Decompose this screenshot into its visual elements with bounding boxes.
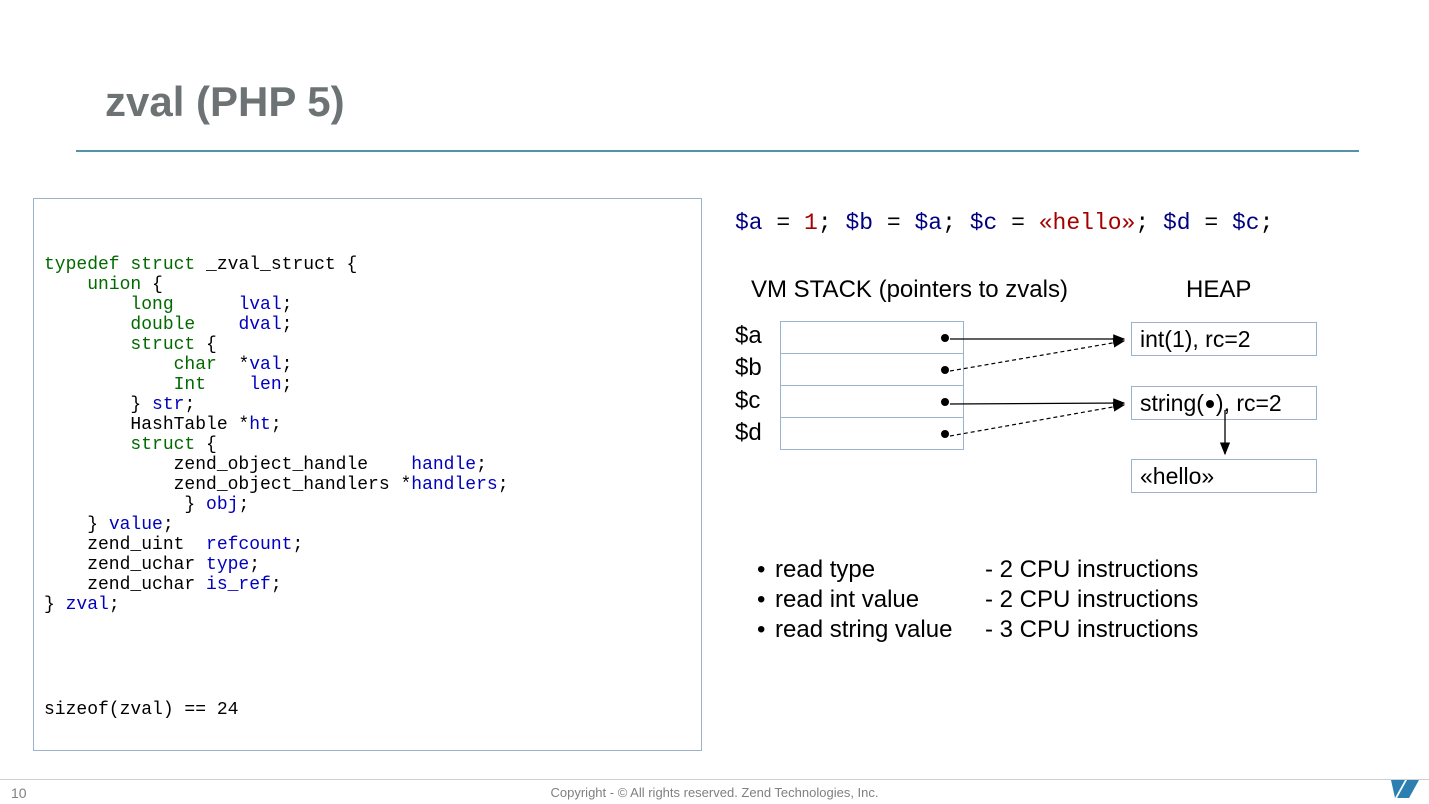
heap-int-box: int(1), rc=2 xyxy=(1131,322,1317,356)
var-label-c: $c xyxy=(735,387,760,415)
list-item: •read type- 2 CPU instructions xyxy=(757,556,1198,584)
footer-divider xyxy=(0,779,1429,780)
php-assignment-line: $a = 1; $b = $a; $c = «hello»; $d = $c; xyxy=(735,210,1273,236)
pointer-dot xyxy=(941,430,949,438)
stack-title: VM STACK (pointers to zvals) xyxy=(751,276,1068,304)
zend-logo xyxy=(1391,780,1419,798)
heap-title: HEAP xyxy=(1186,276,1251,304)
code-content: typedef struct _zval_struct { union { lo… xyxy=(44,255,691,615)
var-label-d: $d xyxy=(735,419,762,447)
heap-string-box: string( ), rc=2 xyxy=(1131,386,1317,420)
cpu-cost-list: •read type- 2 CPU instructions•read int … xyxy=(757,556,1198,646)
heap-string-pointer-dot xyxy=(1206,400,1214,408)
title-underline xyxy=(76,150,1359,152)
var-label-b: $b xyxy=(735,354,762,382)
heap-string-suffix: ), rc=2 xyxy=(1216,390,1282,417)
code-struct-box: typedef struct _zval_struct { union { lo… xyxy=(33,198,702,751)
pointer-dot xyxy=(941,366,949,374)
stack-box xyxy=(780,321,964,450)
pointer-dot xyxy=(941,334,949,342)
sizeof-line: sizeof(zval) == 24 xyxy=(44,700,238,720)
page-title: zval (PHP 5) xyxy=(105,78,345,126)
pointer-dot xyxy=(941,398,949,406)
var-label-a: $a xyxy=(735,322,762,350)
heap-string-prefix: string( xyxy=(1140,390,1204,417)
heap-hello-box: «hello» xyxy=(1131,459,1317,493)
list-item: •read string value- 3 CPU instructions xyxy=(757,616,1198,644)
stack-row-d xyxy=(781,418,963,450)
copyright-text: Copyright - © All rights reserved. Zend … xyxy=(0,785,1429,800)
stack-row-b xyxy=(781,354,963,386)
stack-row-c xyxy=(781,386,963,418)
list-item: •read int value- 2 CPU instructions xyxy=(757,586,1198,614)
stack-row-a xyxy=(781,322,963,354)
